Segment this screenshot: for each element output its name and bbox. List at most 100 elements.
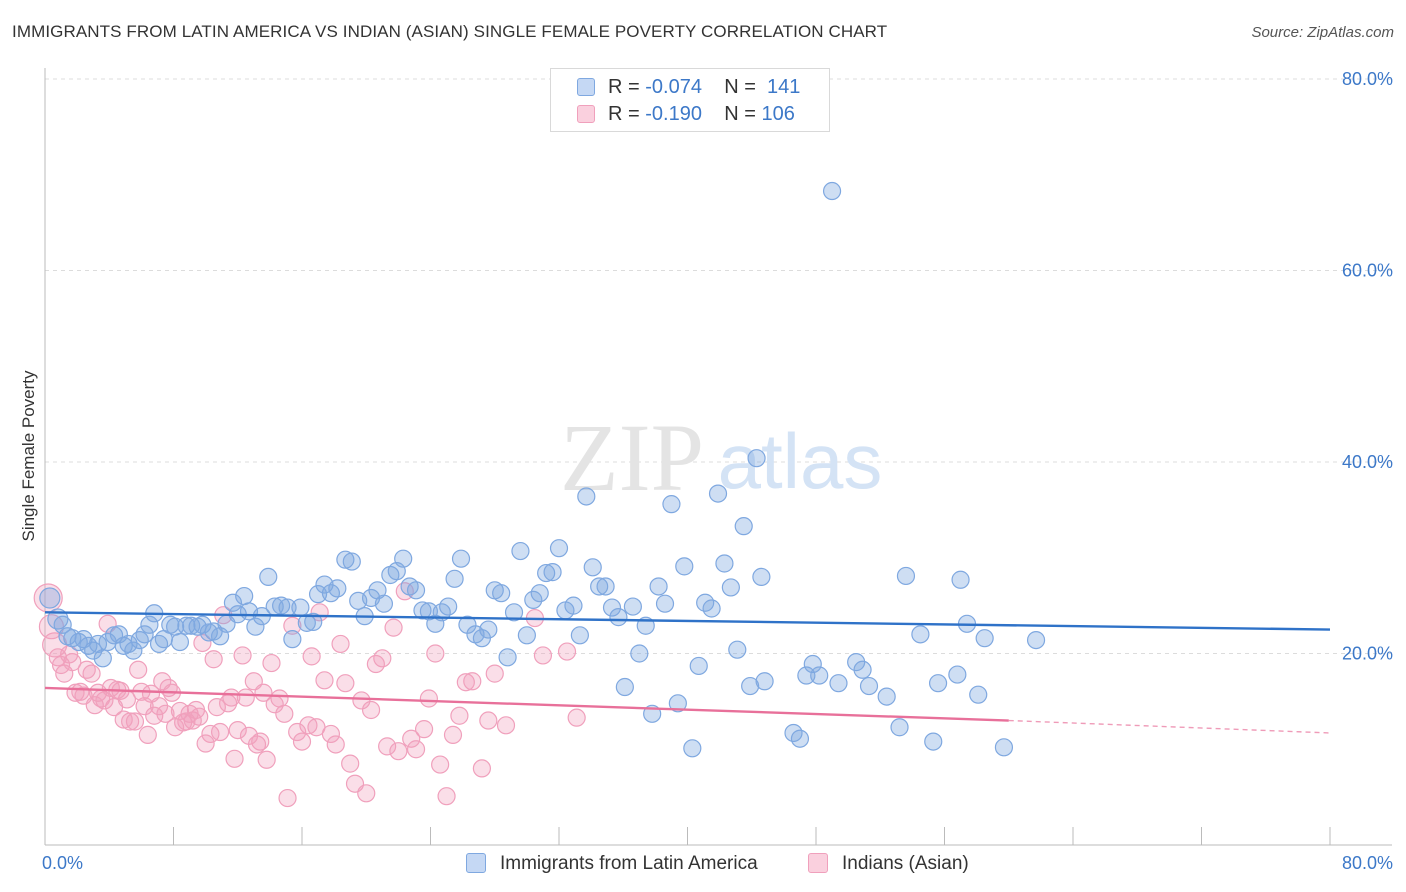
legend-r-label: R = <box>608 76 640 98</box>
y-axis-title: Single Female Poverty <box>19 370 38 542</box>
data-point-indians-asian <box>288 722 307 742</box>
data-point-indians-asian <box>456 673 475 692</box>
data-point-indians-asian <box>233 646 252 665</box>
data-point-latin-america <box>810 666 829 685</box>
data-point-latin-america <box>829 674 848 693</box>
data-point-indians-asian <box>414 720 434 739</box>
data-point-latin-america <box>549 539 569 558</box>
data-point-latin-america <box>630 644 649 663</box>
data-point-latin-america <box>890 718 909 737</box>
data-point-latin-america <box>170 632 190 652</box>
data-point-latin-america <box>283 630 302 649</box>
data-point-latin-america <box>223 593 243 612</box>
data-point-latin-america <box>524 590 543 609</box>
y-tick-label: 80.0% <box>1342 69 1393 89</box>
legend-n-label: N = <box>724 103 756 125</box>
data-point-latin-america <box>797 666 816 685</box>
bottom-legend-latin-america: Immigrants from Latin America <box>466 852 758 876</box>
legend: R = -0.074 N = 141 R = -0.190 N = 106 <box>550 68 830 132</box>
data-point-latin-america <box>394 549 413 568</box>
data-point-indians-asian <box>485 664 504 683</box>
data-point-latin-america <box>235 586 254 606</box>
data-point-indians-asian <box>138 725 157 744</box>
data-point-indians-asian <box>193 633 212 653</box>
data-point-latin-america <box>374 594 394 613</box>
data-point-latin-america <box>896 566 916 586</box>
data-point-latin-america <box>911 625 930 644</box>
data-point-latin-america <box>609 608 628 627</box>
data-point-indians-asian <box>278 788 297 808</box>
data-point-latin-america <box>517 626 536 645</box>
data-point-latin-america <box>853 660 872 679</box>
data-point-latin-america <box>39 587 61 609</box>
data-point-indians-asian <box>450 706 469 725</box>
data-point-latin-america <box>951 570 970 589</box>
data-point-indians-asian <box>196 734 215 753</box>
legend-row-latin-america: R = -0.074 N = 141 <box>577 75 800 99</box>
data-point-latin-america <box>655 594 675 613</box>
data-point-latin-america <box>975 629 994 648</box>
data-point-latin-america <box>246 617 265 636</box>
data-point-indians-asian <box>361 700 381 720</box>
data-point-latin-america <box>564 596 583 615</box>
data-point-latin-america <box>439 597 458 616</box>
data-point-latin-america <box>822 181 842 201</box>
data-point-latin-america <box>948 665 967 684</box>
data-point-latin-america <box>291 598 310 617</box>
data-point-latin-america <box>570 626 589 645</box>
data-point-indians-asian <box>336 674 355 693</box>
series-indians-asian-points <box>33 582 586 808</box>
data-point-indians-asian <box>145 706 164 725</box>
data-point-latin-america <box>492 584 511 603</box>
data-point-latin-america <box>479 620 498 639</box>
data-point-indians-asian <box>479 711 498 730</box>
data-point-indians-asian <box>443 725 463 744</box>
data-point-indians-asian <box>331 634 350 654</box>
trend-line-indians-asian <box>44 686 1009 722</box>
data-point-indians-asian <box>225 749 244 768</box>
data-point-latin-america <box>924 732 943 751</box>
data-point-latin-america <box>109 625 128 644</box>
data-point-indians-asian <box>98 614 117 633</box>
legend-r-label: R = <box>608 103 640 125</box>
data-point-indians-asian <box>270 689 289 708</box>
data-point-latin-america <box>342 552 361 571</box>
data-point-indians-asian <box>389 742 408 761</box>
data-point-latin-america <box>413 601 432 620</box>
data-point-latin-america <box>790 729 810 748</box>
watermark-atlas: atlas <box>718 417 883 505</box>
bottom-legend-indians-asian: Indians (Asian) <box>808 852 969 876</box>
data-point-indians-asian <box>82 664 101 683</box>
data-point-indians-asian <box>262 653 281 673</box>
data-point-indians-asian <box>121 712 140 731</box>
data-point-indians-asian <box>437 787 456 806</box>
data-point-latin-america <box>721 578 740 597</box>
data-point-indians-asian <box>247 735 267 754</box>
legend-n-value: 141 <box>767 76 801 98</box>
data-point-latin-america <box>328 579 347 598</box>
data-point-indians-asian <box>315 671 334 690</box>
data-point-indians-asian <box>236 688 255 707</box>
data-point-indians-asian <box>251 732 270 751</box>
data-point-latin-america <box>445 569 464 588</box>
data-point-latin-america <box>511 541 530 561</box>
data-point-latin-america <box>747 449 766 468</box>
legend-swatch-blue <box>577 78 595 96</box>
data-point-indians-asian <box>207 698 226 717</box>
data-point-latin-america <box>741 676 760 696</box>
data-point-latin-america <box>715 554 734 573</box>
legend-r-value: -0.190 <box>645 103 702 125</box>
data-point-latin-america <box>877 687 896 706</box>
x-tick-label: 0.0% <box>42 853 83 873</box>
data-point-latin-america <box>406 581 426 600</box>
data-point-latin-america <box>426 614 445 633</box>
data-point-latin-america <box>969 685 988 704</box>
data-point-latin-america <box>498 648 517 667</box>
data-point-latin-america <box>755 672 774 691</box>
data-point-indians-asian <box>125 712 145 731</box>
data-point-latin-america <box>504 603 524 622</box>
data-point-latin-america <box>130 630 149 650</box>
data-point-latin-america <box>304 612 323 632</box>
data-point-latin-america <box>1026 630 1046 650</box>
